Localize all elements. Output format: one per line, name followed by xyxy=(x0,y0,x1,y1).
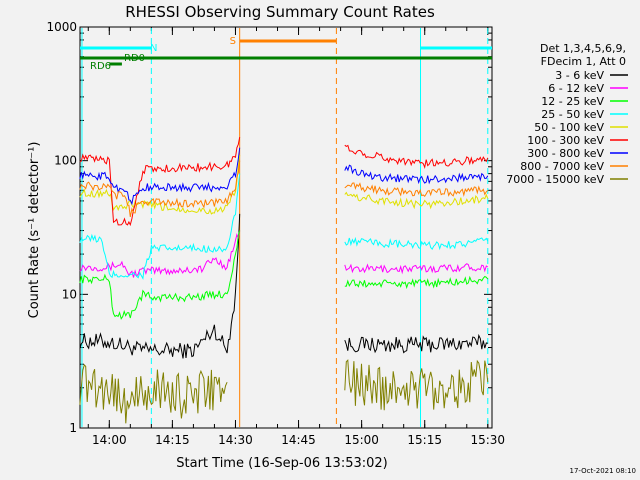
series-line xyxy=(79,173,241,280)
flag-label: N xyxy=(150,43,157,54)
x-axis-label: Start Time (16-Sep-06 13:53:02) xyxy=(176,456,387,471)
chart-title: RHESSI Observing Summary Count Rates xyxy=(125,3,435,21)
series-line xyxy=(79,137,241,227)
legend-label: 800 - 7000 keV xyxy=(520,160,604,173)
plot-area: 1 10 100 1000 14:00 14:15 14:30 14:45 15:00 15:15… xyxy=(46,20,505,447)
series-line xyxy=(344,275,489,290)
legend-label: 300 - 800 keV xyxy=(527,147,604,160)
legend-label: 12 - 25 keV xyxy=(541,95,604,108)
series-line xyxy=(79,213,241,359)
series-line xyxy=(344,236,489,251)
x-tick-label: 15:00 xyxy=(344,433,379,447)
x-tick-label: 14:00 xyxy=(92,433,127,447)
series-line xyxy=(79,160,241,217)
series-line xyxy=(79,230,241,278)
plot-frame xyxy=(79,26,493,429)
legend-label: 100 - 300 keV xyxy=(527,134,604,147)
x-tick-label: 15:15 xyxy=(407,433,442,447)
x-tick-label: 14:30 xyxy=(218,433,253,447)
y-tick-label: 1 xyxy=(69,421,77,435)
series-line xyxy=(344,182,489,198)
x-tick-label: 14:15 xyxy=(155,433,190,447)
legend-header-line-2: FDecim 1, Att 0 xyxy=(541,55,626,68)
legend-label: 3 - 6 keV xyxy=(555,69,604,82)
series-line xyxy=(344,333,488,354)
series-line xyxy=(344,164,489,185)
series-line xyxy=(344,263,489,275)
y-axis-label: Count Rate (s⁻¹ detector⁻¹) xyxy=(27,142,42,319)
legend-header-line-1: Det 1,3,4,5,6,9, xyxy=(540,42,626,55)
flag-label: RD6 xyxy=(90,61,111,72)
series-line xyxy=(79,230,241,320)
y-tick-label: 1000 xyxy=(46,20,77,34)
y-tick-label: 100 xyxy=(54,154,77,168)
series-line xyxy=(79,364,228,424)
series-line xyxy=(79,155,241,215)
footer-date: 17-Oct-2021 08:10 xyxy=(570,467,636,475)
series-line xyxy=(344,359,489,411)
x-tick-label: 14:45 xyxy=(281,433,316,447)
legend-label: 7000 - 15000 keV xyxy=(506,173,604,186)
legend-label: 6 - 12 keV xyxy=(548,82,604,95)
flag-label: S xyxy=(230,36,236,47)
x-tick-label: 15:30 xyxy=(470,433,505,447)
flag-label: RD0 xyxy=(124,53,145,64)
y-tick-label: 10 xyxy=(62,287,77,301)
series-line xyxy=(79,147,241,206)
series-line xyxy=(344,191,489,210)
legend-label: 50 - 100 keV xyxy=(534,121,604,134)
series-line xyxy=(344,144,489,170)
legend-label: 25 - 50 keV xyxy=(541,108,604,121)
